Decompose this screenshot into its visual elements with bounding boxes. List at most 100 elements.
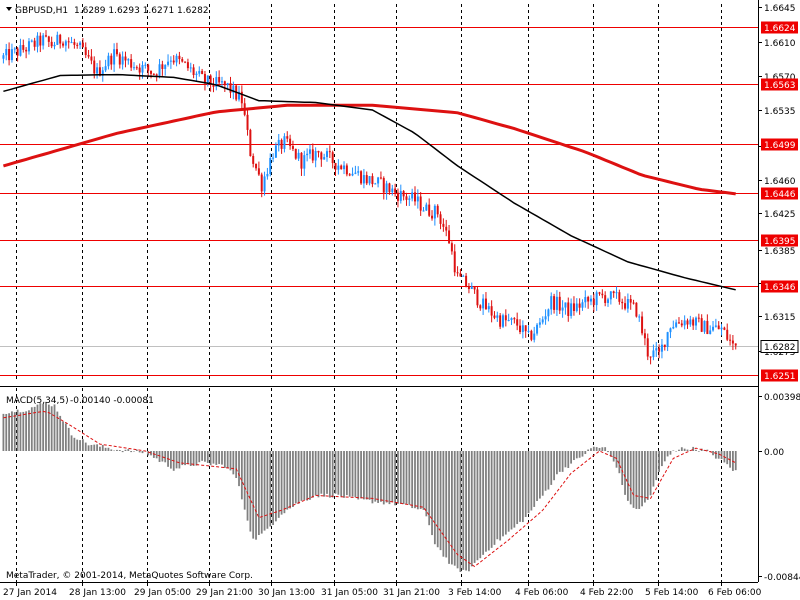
macd-bar xyxy=(499,451,502,541)
candle-bull xyxy=(314,150,317,161)
macd-bar xyxy=(252,451,255,539)
candle-bear xyxy=(635,302,638,317)
candle-bear xyxy=(516,319,519,326)
macd-bar xyxy=(2,413,5,451)
macd-bar xyxy=(692,446,695,451)
macd-bar xyxy=(598,447,601,451)
macd-bar xyxy=(204,451,206,462)
macd-bar xyxy=(405,451,408,504)
ma-slow-line xyxy=(2,103,736,196)
macd-bar xyxy=(232,451,235,475)
candle-bull xyxy=(368,176,371,184)
candle-bull xyxy=(695,317,698,326)
macd-bar xyxy=(104,447,107,451)
macd-bar xyxy=(110,449,113,451)
macd-bar xyxy=(521,451,524,523)
candle-bull xyxy=(303,155,306,169)
macd-bar xyxy=(161,451,164,462)
candle-bull xyxy=(2,55,5,59)
candle-bear xyxy=(130,59,133,68)
macd-bar xyxy=(283,451,286,514)
macd-bar xyxy=(482,451,485,555)
macd-bar xyxy=(354,451,357,498)
candle-bear xyxy=(291,146,294,149)
chevron-down-icon[interactable] xyxy=(6,7,12,11)
time-tick-label: 29 Jan 21:00 xyxy=(196,588,253,598)
candle-bull xyxy=(720,327,723,330)
macd-bar xyxy=(73,437,76,451)
chart-header: GBPUSD,H1 1.6289 1.6293 1.6271 1.6282 xyxy=(6,6,209,16)
candle-bull xyxy=(399,191,402,201)
macd-bar xyxy=(326,451,328,494)
macd-bar xyxy=(8,413,10,451)
candle-bear xyxy=(345,165,348,175)
candle-bear xyxy=(240,91,243,104)
candle-bull xyxy=(581,302,584,308)
macd-bar xyxy=(107,447,110,451)
candle-bear xyxy=(192,67,195,76)
price-tick-label: 1.6610 xyxy=(764,39,796,49)
price-tick-label: 1.6315 xyxy=(764,313,796,323)
macd-bar xyxy=(59,415,62,451)
candle-bull xyxy=(666,332,669,347)
macd-bar xyxy=(533,451,536,507)
macd-bar xyxy=(87,445,90,451)
ohlc-quote: 1.6289 1.6293 1.6271 1.6282 xyxy=(74,6,209,16)
candle-bear xyxy=(558,296,561,311)
candle-bull xyxy=(189,67,192,69)
candle-bear xyxy=(39,35,42,46)
macd-bar xyxy=(238,451,240,487)
candle-bear xyxy=(731,340,734,344)
candle-bear xyxy=(87,55,90,57)
candle-bear xyxy=(436,205,439,215)
candle-bear xyxy=(388,183,391,193)
candle-bear xyxy=(33,40,36,47)
candle-bear xyxy=(8,49,11,61)
candle-bull xyxy=(175,55,178,63)
macd-bar xyxy=(226,451,229,469)
macd-bar xyxy=(453,451,456,566)
macd-bar xyxy=(612,451,615,462)
candle-bull xyxy=(141,65,144,73)
macd-bar xyxy=(155,451,158,459)
candle-bull xyxy=(64,41,67,46)
candle-bull xyxy=(595,292,598,306)
candle-bull xyxy=(589,298,592,302)
macd-panel[interactable]: MACD(5,34,5) -0.00140 -0.00081 MetaTrade… xyxy=(2,388,737,582)
candle-bull xyxy=(564,302,567,308)
macd-bar xyxy=(249,451,252,532)
macd-bar xyxy=(45,401,47,451)
candle-bull xyxy=(19,45,22,56)
macd-bar xyxy=(615,451,618,468)
candle-bull xyxy=(144,64,147,66)
macd-bar xyxy=(130,451,133,453)
candle-bull xyxy=(5,49,8,56)
macd-bar xyxy=(726,451,729,465)
candle-bull xyxy=(113,49,116,65)
candle-bear xyxy=(50,41,53,47)
candle-bear xyxy=(465,275,468,287)
macd-bar xyxy=(399,451,402,504)
macd-bar xyxy=(263,451,266,531)
candle-bear xyxy=(184,61,187,63)
candle-bull xyxy=(343,165,346,170)
macd-bar xyxy=(317,451,320,498)
macd-bar xyxy=(624,451,626,495)
candle-bull xyxy=(683,320,686,326)
candle-bull xyxy=(607,299,610,303)
macd-bar xyxy=(368,451,371,500)
price-panel[interactable] xyxy=(0,4,758,382)
macd-bar xyxy=(419,451,422,509)
candle-bull xyxy=(570,303,573,316)
macd-bar xyxy=(138,451,141,453)
candle-bear xyxy=(67,41,70,43)
macd-bar xyxy=(626,451,629,501)
macd-bar xyxy=(504,451,507,535)
candle-bear xyxy=(439,214,442,224)
macd-bar xyxy=(669,451,672,455)
macd-bar xyxy=(635,451,638,509)
time-axis: 27 Jan 2014 28 Jan 13:00 29 Jan 05:00 29 Ja… xyxy=(3,582,762,598)
macd-bar xyxy=(436,451,439,548)
time-tick-label: 4 Feb 06:00 xyxy=(515,588,569,598)
